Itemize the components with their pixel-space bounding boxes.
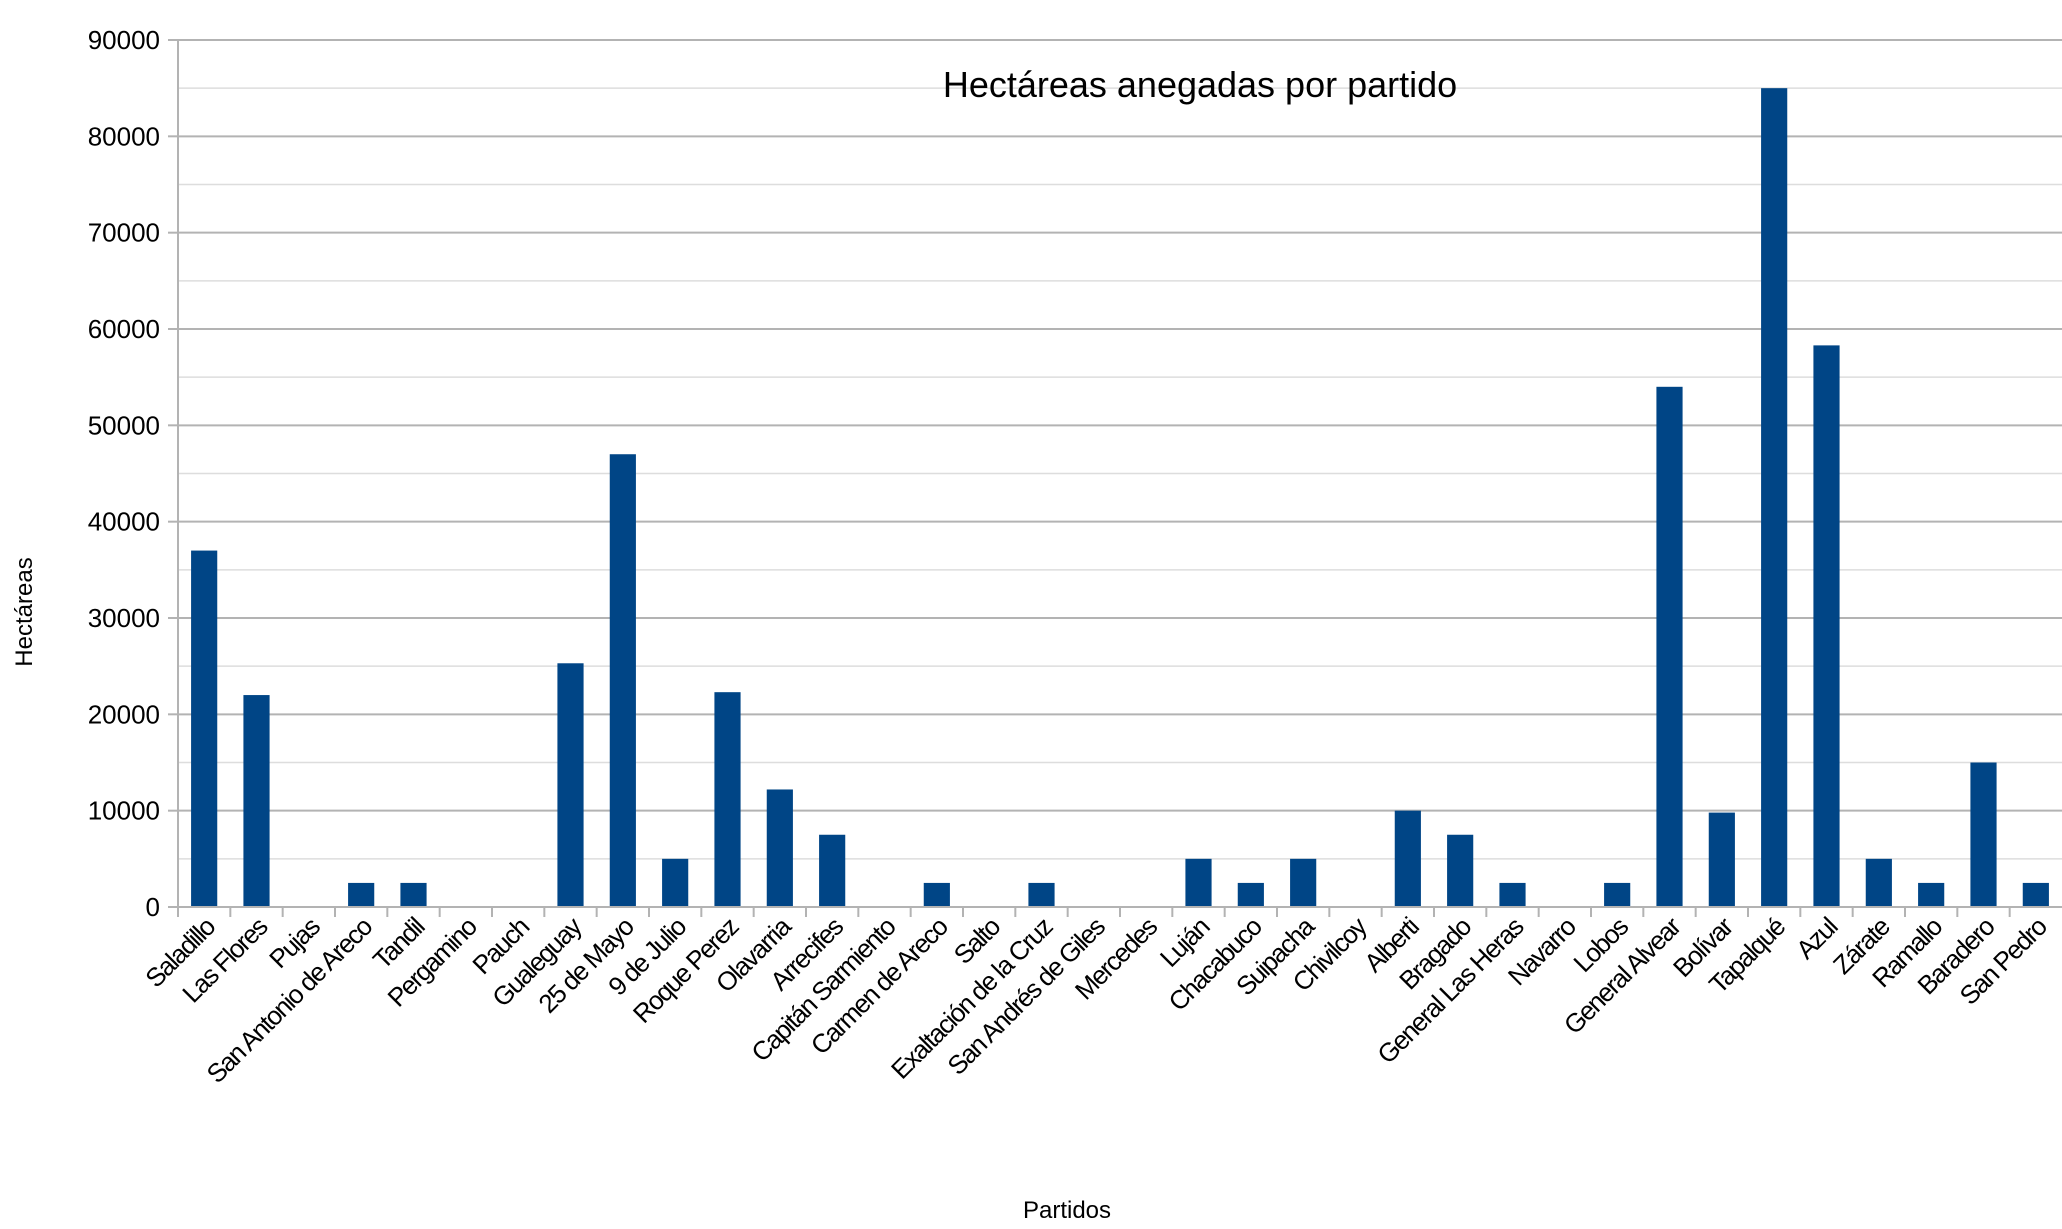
bar [1028,882,1055,907]
bar [400,882,427,907]
bar [1447,834,1474,907]
y-tick-label: 40000 [88,507,160,537]
bar [662,858,689,907]
bar [923,882,950,907]
bar [766,789,793,907]
y-tick-label: 30000 [88,603,160,633]
bar [609,454,636,907]
y-tick-label: 20000 [88,699,160,729]
bar [1604,882,1631,907]
y-tick-label: 50000 [88,410,160,440]
bar [1708,812,1735,907]
y-tick-label: 0 [146,892,160,922]
bar [1970,762,1997,907]
y-tick-label: 80000 [88,121,160,151]
bar [819,834,846,907]
axes [168,39,2062,917]
y-tick-label: 10000 [88,796,160,826]
bar [1290,858,1317,907]
bar [1918,882,1945,907]
bar [191,550,218,907]
bar [714,692,741,907]
bar [557,663,584,907]
y-tick-label: 70000 [88,218,160,248]
y-tick-labels: 0 10000 20000 30000 40000 50000 60000 70000 8000… [88,25,160,922]
x-axis-title: Partidos [1023,1197,1111,1224]
bar [1865,858,1892,907]
bar [1813,345,1840,907]
y-axis-title: Hectáreas [11,557,38,666]
bar [1499,882,1526,907]
y-tick-label: 90000 [88,25,160,55]
bar [1656,386,1683,907]
bar [1761,88,1788,907]
bar [1185,858,1212,907]
bar [1237,882,1264,907]
bar [2022,882,2049,907]
bar [243,695,270,907]
bar [348,882,375,907]
chart-title: Hectáreas anegadas por partido [943,64,1457,105]
gridlines [178,39,2062,908]
bars [191,88,2049,907]
y-tick-label: 60000 [88,314,160,344]
bar [1394,810,1421,907]
